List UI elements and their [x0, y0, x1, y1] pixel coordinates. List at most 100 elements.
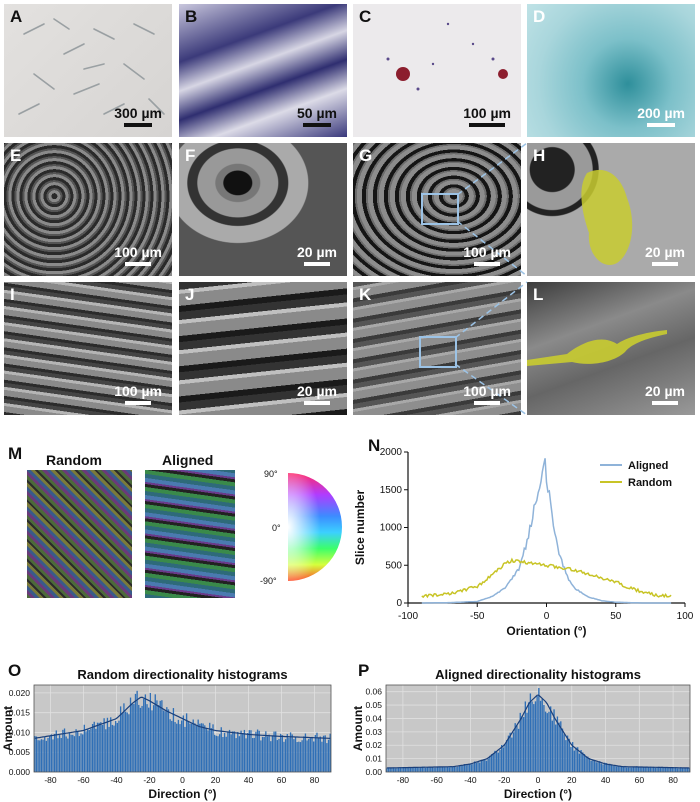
- histogram-bar: [685, 768, 687, 772]
- histogram-bar: [176, 723, 178, 772]
- x-tick-label: -20: [143, 775, 156, 785]
- histogram-bar: [228, 729, 231, 772]
- histogram-bar: [273, 731, 275, 772]
- panel-k: K 100 µm: [353, 282, 521, 415]
- histogram-bar: [306, 740, 308, 772]
- x-tick-label: 40: [601, 775, 611, 785]
- histogram-bar: [686, 768, 689, 772]
- y-tick-label: 0.00: [365, 767, 382, 777]
- panel-label: I: [10, 285, 15, 304]
- histogram-bar: [289, 732, 292, 772]
- histogram-bar: [35, 736, 38, 772]
- scale-bar: 300 µm: [114, 106, 162, 127]
- histogram-bar: [419, 767, 422, 772]
- panel-label: H: [533, 146, 546, 165]
- histogram-bar: [62, 729, 64, 772]
- scale-bar-label: 100 µm: [114, 383, 162, 399]
- histogram-bar: [314, 735, 316, 772]
- panel-label: E: [10, 146, 22, 165]
- histogram-bar: [416, 767, 418, 772]
- series-line-random: [421, 557, 672, 599]
- histogram-bar: [143, 698, 145, 772]
- histogram-bar: [255, 731, 257, 772]
- histogram-bar: [265, 731, 267, 772]
- histogram-bar: [184, 726, 186, 772]
- scale-bar-label: 300 µm: [114, 105, 162, 121]
- histogram-bar: [78, 736, 81, 772]
- panel-c: C 100 µm: [353, 4, 521, 137]
- histogram-bar: [392, 767, 395, 772]
- histogram-bar: [195, 726, 198, 772]
- histogram-bar: [291, 734, 293, 772]
- histogram-bar: [578, 753, 581, 772]
- histogram-bar: [595, 762, 597, 772]
- histogram-bar: [543, 704, 545, 772]
- histogram-bar: [72, 734, 74, 772]
- histogram-bar: [649, 766, 651, 772]
- histogram-bar: [467, 764, 469, 772]
- histogram-bar: [321, 741, 323, 772]
- histogram-bar: [172, 708, 175, 772]
- histogram-bar: [192, 719, 194, 772]
- scale-bar-label: 100 µm: [463, 383, 511, 399]
- histogram-bar: [524, 701, 527, 772]
- plot-frame: [33, 684, 332, 773]
- panel-label: A: [10, 7, 23, 26]
- histogram-bar: [396, 768, 398, 772]
- histogram-bar: [661, 766, 663, 772]
- scale-bar: 100 µm: [463, 245, 511, 266]
- y-axis-label: Amount: [1, 706, 15, 751]
- histogram-bar: [673, 767, 675, 772]
- histogram-bar: [138, 704, 140, 772]
- x-tick-label: -80: [44, 775, 57, 785]
- histogram-bar: [414, 767, 417, 772]
- series-line-aligned: [421, 458, 672, 604]
- histogram-bar: [197, 719, 199, 772]
- histogram-bar: [558, 722, 560, 772]
- histogram-bar: [512, 732, 515, 772]
- histogram-bar: [570, 747, 572, 772]
- histogram-bar: [423, 766, 425, 772]
- scale-bar: 100 µm: [114, 245, 162, 266]
- histogram-bar: [136, 690, 138, 772]
- histogram-bar: [123, 703, 125, 772]
- histogram-bar: [642, 766, 645, 772]
- histogram-bar: [119, 706, 122, 772]
- histogram-bar: [533, 704, 535, 772]
- y-tick-label: 0.05: [365, 700, 382, 710]
- histogram-bar: [53, 734, 56, 772]
- x-tick-label: 100: [677, 611, 694, 622]
- histogram-bar: [199, 723, 201, 772]
- histogram-bar: [256, 729, 259, 772]
- histogram-bar: [494, 750, 496, 772]
- histogram-bar: [592, 760, 594, 772]
- y-tick-label: 0.015: [9, 708, 31, 718]
- random-label: Random: [46, 452, 102, 468]
- histogram-bar: [426, 767, 429, 772]
- histogram-bar: [70, 734, 72, 772]
- histogram-bar: [85, 731, 87, 772]
- histogram-bar: [389, 768, 391, 772]
- histogram-bar: [624, 765, 626, 772]
- histogram-bar: [284, 739, 287, 772]
- histogram-bar: [659, 768, 662, 772]
- histogram-bar: [610, 764, 613, 772]
- histogram-bar: [560, 721, 562, 772]
- histogram-bar: [162, 710, 165, 772]
- panel-d: D 200 µm: [527, 4, 695, 137]
- histogram-bar: [438, 767, 440, 772]
- histogram-bar: [134, 693, 137, 772]
- histogram-bar: [634, 767, 636, 772]
- histogram-bar: [577, 747, 579, 772]
- histogram-bar: [622, 766, 624, 772]
- zoom-connectors: [454, 142, 528, 416]
- histogram-bar: [301, 740, 303, 772]
- histogram-bar: [636, 766, 638, 772]
- histogram-bar: [108, 726, 110, 772]
- histogram-bar: [152, 705, 155, 772]
- y-axis-label: Amount: [351, 706, 365, 751]
- histogram-bar: [304, 733, 307, 772]
- histogram-bar: [470, 764, 472, 772]
- histogram-bar: [455, 767, 457, 772]
- histogram-bar: [294, 737, 297, 772]
